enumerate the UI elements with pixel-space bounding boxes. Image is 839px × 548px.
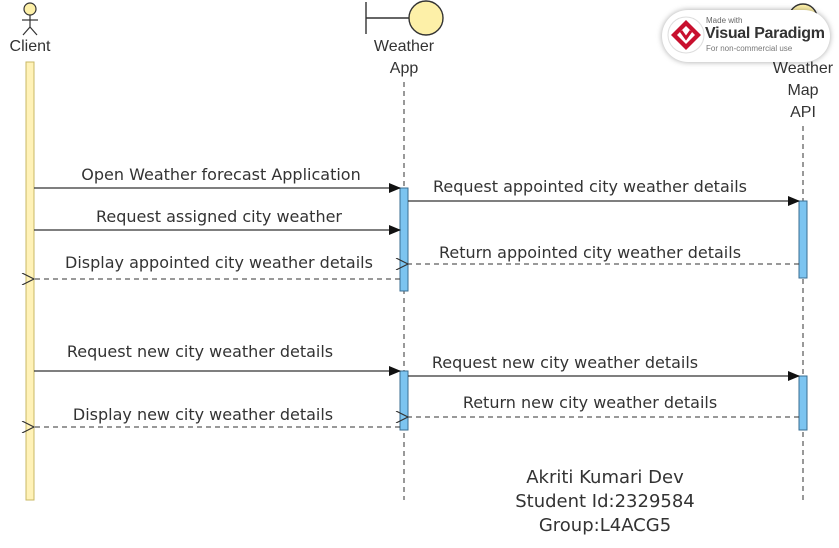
weather-app-activation-2 bbox=[399, 370, 409, 431]
client-activation-bar bbox=[25, 61, 35, 501]
message-label: Return new city weather details bbox=[463, 393, 717, 412]
message-m2: Request appointed city weather details bbox=[408, 177, 800, 206]
api-label-line-2: Map bbox=[787, 82, 818, 99]
message-label: Display appointed city weather details bbox=[65, 253, 373, 272]
message-label: Return appointed city weather details bbox=[439, 243, 741, 262]
message-label: Request assigned city weather bbox=[96, 207, 342, 226]
watermark-note: For non-commercial use bbox=[706, 44, 793, 53]
message-m4: Return appointed city weather details bbox=[408, 243, 799, 264]
api-activation-1 bbox=[798, 200, 808, 279]
client-participant: Client bbox=[10, 2, 51, 501]
boundary-icon bbox=[365, 0, 444, 36]
visual-paradigm-watermark: Made with Visual Paradigm For non-commer… bbox=[662, 10, 830, 62]
watermark-brand: Visual Paradigm bbox=[705, 25, 825, 42]
actor-icon bbox=[22, 2, 38, 36]
message-label: Request appointed city weather details bbox=[433, 177, 747, 196]
api-label-line-1: Weather bbox=[773, 60, 834, 77]
weather-map-api-participant: Weather Map API bbox=[773, 3, 834, 500]
weather-app-participant: Weather App bbox=[365, 0, 444, 500]
group-id: Group:L4ACG5 bbox=[539, 515, 671, 536]
client-label: Client bbox=[10, 38, 51, 55]
message-m6: Request new city weather details bbox=[34, 342, 401, 376]
message-label: Request new city weather details bbox=[67, 342, 333, 361]
message-m7: Request new city weather details bbox=[408, 353, 800, 381]
weather-app-label-line-2: App bbox=[390, 60, 419, 77]
watermark-made-with: Made with bbox=[706, 16, 743, 25]
api-activation-2 bbox=[798, 375, 808, 431]
message-label: Display new city weather details bbox=[73, 405, 333, 424]
student-id: Student Id:2329584 bbox=[515, 491, 695, 512]
author-note: Akriti Kumari Dev Student Id:2329584 Gro… bbox=[515, 467, 695, 536]
message-m8: Return new city weather details bbox=[408, 393, 799, 417]
visual-paradigm-logo-icon bbox=[667, 16, 705, 54]
api-label-line-3: API bbox=[790, 104, 816, 121]
message-m1: Open Weather forecast Application bbox=[34, 165, 401, 193]
weather-app-activation-1 bbox=[399, 187, 409, 292]
weather-app-label-line-1: Weather bbox=[374, 38, 435, 55]
message-m9: Display new city weather details bbox=[34, 405, 400, 427]
message-label: Request new city weather details bbox=[432, 353, 698, 372]
message-m3: Request assigned city weather bbox=[34, 207, 401, 235]
author-name: Akriti Kumari Dev bbox=[526, 467, 684, 488]
message-label: Open Weather forecast Application bbox=[81, 165, 360, 184]
message-m5: Display appointed city weather details bbox=[34, 253, 400, 279]
